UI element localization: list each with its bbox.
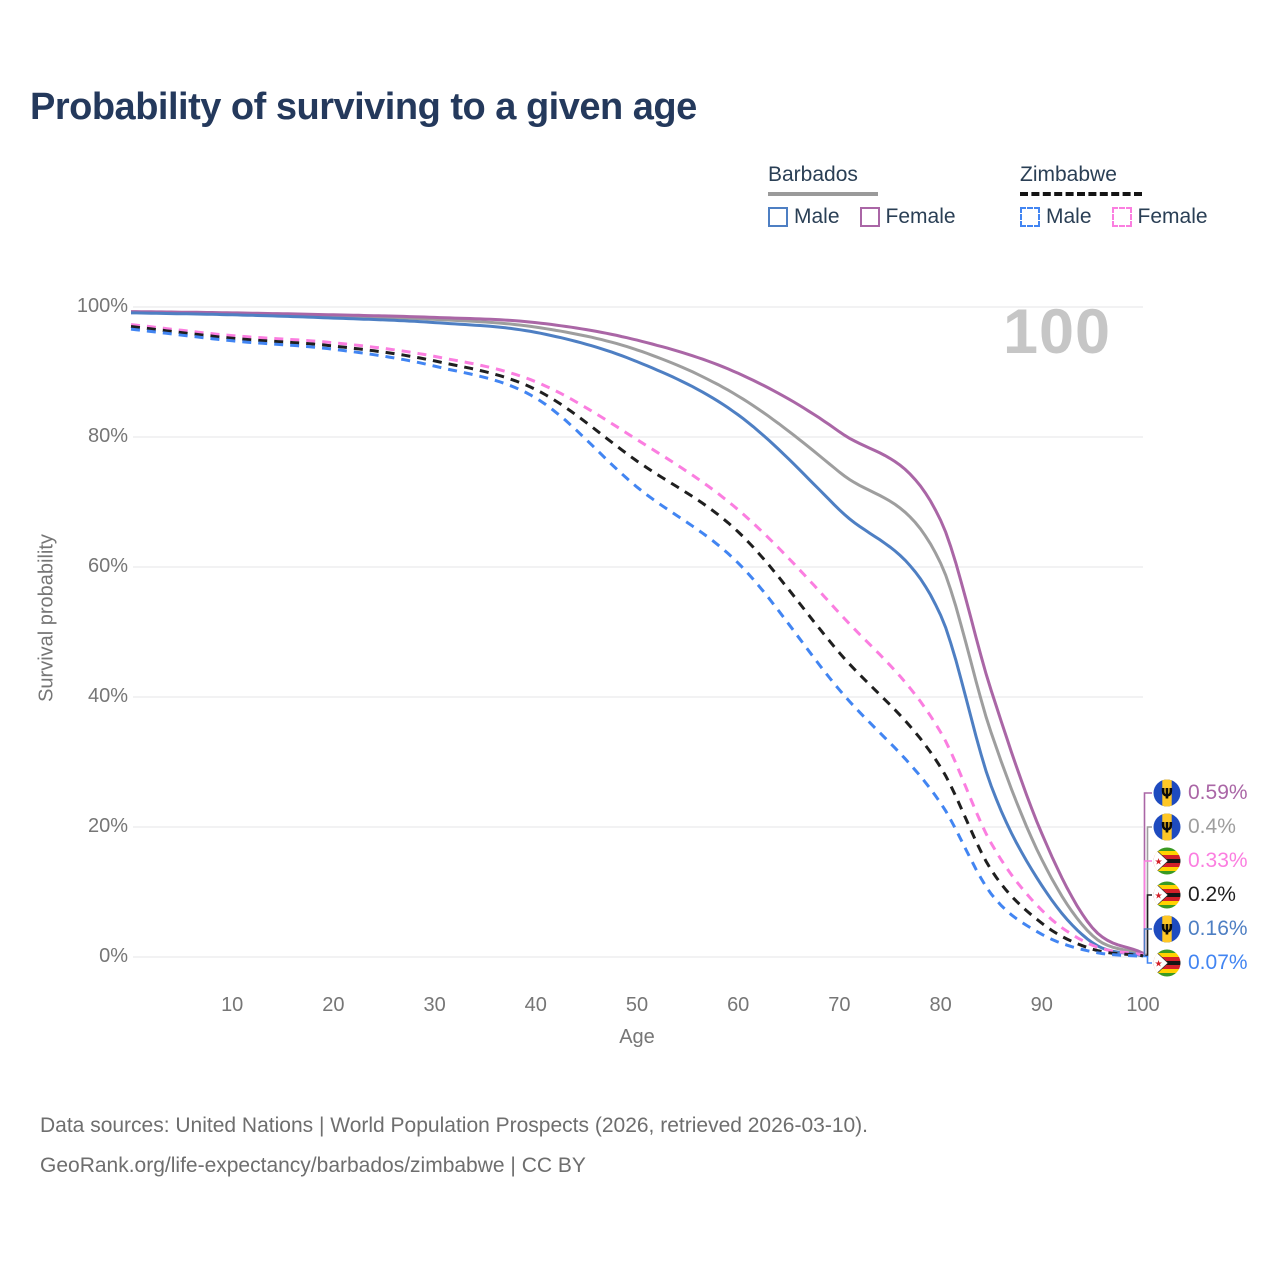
end-label-zimbabwe-all[interactable]: ★ 0.2% <box>1153 881 1236 909</box>
hover-age-watermark: 100 <box>1002 297 1112 367</box>
x-tick-label: 10 <box>221 994 244 1016</box>
zimbabwe-male-checkbox-icon[interactable] <box>1020 207 1040 227</box>
series-line-barbados-male[interactable] <box>131 311 1144 958</box>
legend-group-title: Zimbabwe <box>1020 163 1117 186</box>
svg-text:★: ★ <box>1154 960 1162 970</box>
end-label-value: 0.4% <box>1188 815 1236 838</box>
x-tick-label: 30 <box>423 994 446 1016</box>
barbados-male-checkbox-icon[interactable] <box>768 207 788 227</box>
zimbabwe-flag-icon: ★ <box>1153 949 1181 977</box>
legend-item-zimbabwe-male[interactable]: Male <box>1020 205 1092 229</box>
svg-text:Ψ: Ψ <box>1161 923 1173 939</box>
x-tick-label: 100 <box>1126 994 1160 1016</box>
y-tick-label: 40% <box>87 685 128 707</box>
legend-item-label: Male <box>1046 205 1092 228</box>
barbados-flag-icon: Ψ <box>1153 915 1181 943</box>
legend-item-label: Male <box>794 205 840 228</box>
svg-text:Ψ: Ψ <box>1161 821 1173 837</box>
y-tick-label: 80% <box>87 425 128 447</box>
legend-group-barbados: Barbados Male Female <box>768 163 956 229</box>
svg-text:Ψ: Ψ <box>1161 787 1173 803</box>
end-label-value: 0.2% <box>1188 883 1236 906</box>
end-label-barbados-male[interactable]: Ψ 0.16% <box>1153 915 1248 943</box>
series-line-barbados-all[interactable] <box>130 310 1144 956</box>
end-label-zimbabwe-male[interactable]: ★ 0.07% <box>1153 949 1248 977</box>
series-line-barbados-female[interactable] <box>131 310 1144 955</box>
legend-item-barbados-male[interactable]: Male <box>768 205 840 229</box>
svg-text:★: ★ <box>1154 858 1162 868</box>
end-label-barbados-female[interactable]: Ψ 0.59% <box>1153 779 1248 807</box>
end-label-value: 0.59% <box>1188 781 1248 804</box>
legend-item-label: Female <box>885 205 956 228</box>
series-line-zimbabwe-male[interactable] <box>130 327 1144 958</box>
y-tick-label: 60% <box>87 555 128 577</box>
chart-title: Probability of surviving to a given age <box>30 86 697 128</box>
attribution-link[interactable]: GeoRank.org/life-expectancy/barbados/zim… <box>40 1154 586 1177</box>
x-tick-label: 80 <box>929 994 952 1016</box>
legend-item-barbados-female[interactable]: Female <box>859 205 956 229</box>
x-tick-label: 20 <box>322 994 345 1016</box>
x-tick-label: 40 <box>524 994 547 1016</box>
end-label-barbados-all[interactable]: Ψ 0.4% <box>1153 813 1236 841</box>
barbados-solid-line-sample <box>768 192 878 196</box>
y-tick-label: 20% <box>87 815 128 837</box>
x-axis-title: Age <box>619 1026 655 1048</box>
svg-text:★: ★ <box>1154 892 1162 902</box>
zimbabwe-female-checkbox-icon[interactable] <box>1111 207 1132 227</box>
legend-item-zimbabwe-female[interactable]: Female <box>1111 205 1208 229</box>
series-line-zimbabwe-all[interactable] <box>130 325 1144 958</box>
x-tick-label: 60 <box>727 994 750 1016</box>
legend-group-title: Barbados <box>768 163 858 186</box>
plot-canvas <box>130 306 1152 964</box>
end-label-value: 0.07% <box>1188 951 1248 974</box>
x-tick-label: 50 <box>625 994 649 1016</box>
zimbabwe-dashed-line-sample <box>1020 192 1142 196</box>
end-label-value: 0.33% <box>1188 849 1248 872</box>
legend-group-zimbabwe: Zimbabwe Male Female <box>1020 163 1208 229</box>
legend-item-label: Female <box>1137 205 1208 228</box>
barbados-female-checkbox-icon[interactable] <box>859 207 880 227</box>
barbados-flag-icon: Ψ <box>1153 813 1181 841</box>
end-label-connector <box>1143 955 1152 964</box>
x-tick-label: 70 <box>828 994 851 1016</box>
footer: Data sources: United Nations | World Pop… <box>40 1106 868 1186</box>
end-label-value: 0.16% <box>1188 917 1248 940</box>
data-sources-text: Data sources: United Nations | World Pop… <box>40 1114 869 1137</box>
zimbabwe-flag-icon: ★ <box>1153 847 1181 875</box>
series-line-zimbabwe-female[interactable] <box>130 323 1144 957</box>
x-tick-label: 90 <box>1030 994 1053 1016</box>
zimbabwe-flag-icon: ★ <box>1153 881 1181 909</box>
end-label-zimbabwe-female[interactable]: ★ 0.33% <box>1153 847 1248 875</box>
y-tick-label: 100% <box>76 295 128 317</box>
y-tick-label: 0% <box>99 945 128 967</box>
barbados-flag-icon: Ψ <box>1153 779 1181 807</box>
